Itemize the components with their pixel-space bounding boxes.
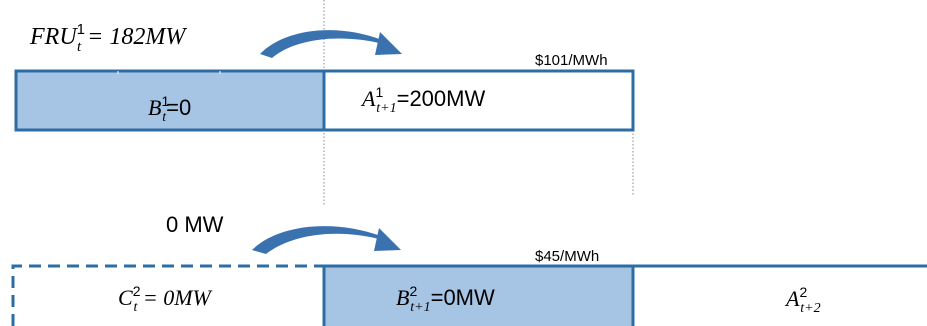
- top-row: FRU1 t = 182MW $101/MWh B1 t=0 A1 t+1=200MW: [14, 21, 635, 132]
- transfer-arrow-top: [260, 30, 394, 58]
- box-b-top-label: B1 t=0: [148, 93, 191, 125]
- box-a-top: [322, 69, 635, 132]
- box-b-bottom-label: B2 t+1=0MW: [396, 283, 495, 315]
- price-top: $101/MWh: [535, 52, 608, 69]
- transfer-arrow-bottom: [252, 226, 393, 254]
- bottom-row: 0 MW $45/MWh C2 t = 0MW B2 t+1=0MW A2 t+2: [11, 212, 927, 326]
- fru-label: FRU1 t = 182MW: [29, 21, 187, 55]
- box-b-top: [14, 69, 326, 132]
- box-a-top-label: A1 t+1=200MW: [360, 84, 485, 116]
- price-bottom: $45/MWh: [535, 248, 599, 265]
- box-c-bottom-label: C2 t = 0MW: [118, 283, 213, 315]
- box-a-bottom-label: A2 t+2: [784, 284, 821, 316]
- transfer-label-bottom: 0 MW: [166, 212, 224, 237]
- box-b-bottom: [322, 264, 635, 326]
- arrowhead-bottom: [374, 228, 401, 251]
- arrowhead-top: [375, 32, 402, 55]
- box-c-bottom: [11, 264, 324, 326]
